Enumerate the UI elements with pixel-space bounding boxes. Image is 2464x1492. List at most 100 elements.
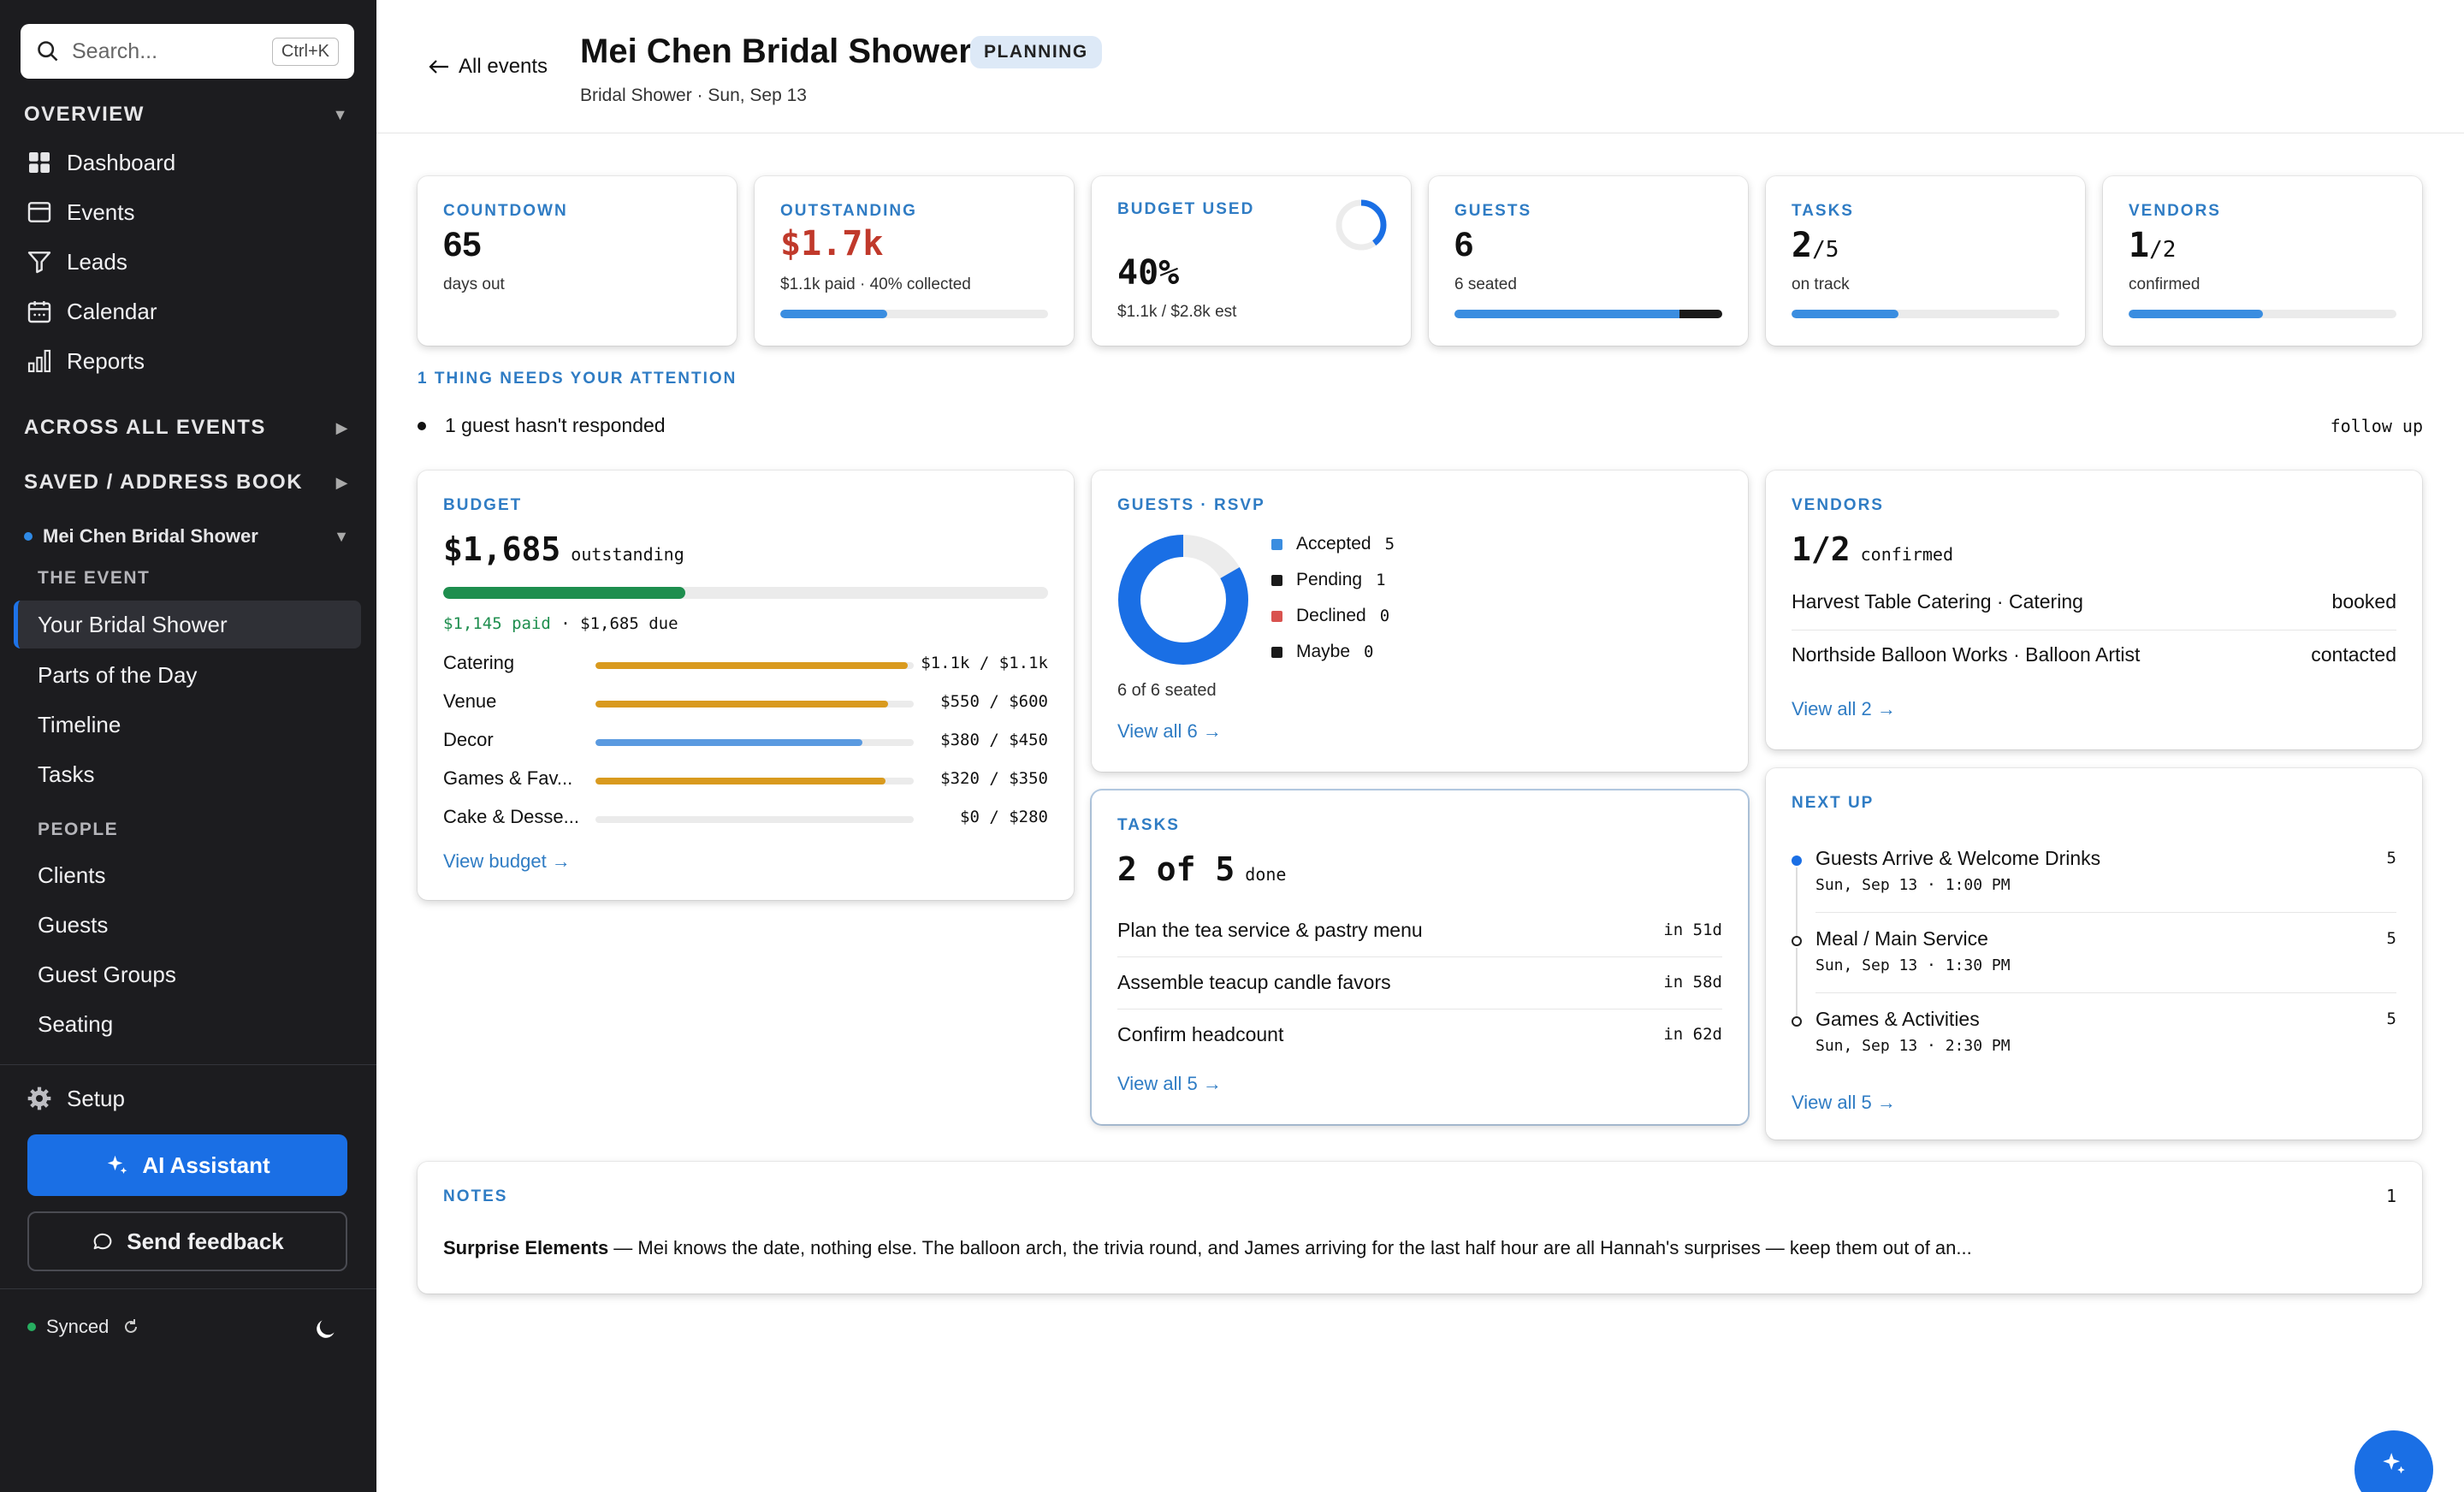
sidebar-item-your-bridal-shower[interactable]: Your Bridal Shower xyxy=(14,601,361,648)
stat-label: BUDGET USED xyxy=(1117,200,1255,218)
vendors-summary: 1/2 confirmed xyxy=(1792,530,1953,568)
vendors-summary-suffix: confirmed xyxy=(1860,544,1954,565)
view-all-tasks-link[interactable]: View all 5 → xyxy=(1117,1073,1222,1094)
sidebar-item-reports[interactable]: Reports xyxy=(26,347,145,375)
vendor-status: booked xyxy=(2331,590,2396,613)
sidebar-item-dashboard[interactable]: Dashboard xyxy=(26,149,175,176)
sidebar-item-label: Setup xyxy=(67,1085,125,1111)
moon-icon[interactable] xyxy=(311,1316,339,1343)
stat-sub: 6 seated xyxy=(1454,275,1517,293)
sidebar-item-guest-groups[interactable]: Guest Groups xyxy=(38,962,176,988)
page-header: All events Mei Chen Bridal Shower PLANNI… xyxy=(376,0,2464,133)
view-all-vendors-link[interactable]: View all 2 → xyxy=(1792,698,1896,719)
section-saved-address-book[interactable]: SAVED / ADDRESS BOOK ▶ xyxy=(24,471,349,494)
sidebar-item-clients[interactable]: Clients xyxy=(38,862,105,889)
sidebar-item-tasks[interactable]: Tasks xyxy=(38,761,94,788)
sidebar-item-label: Calendar xyxy=(67,298,157,324)
send-feedback-button[interactable]: Send feedback xyxy=(27,1211,347,1271)
schedule-item-time: Sun, Sep 13 · 1:30 PM xyxy=(1815,956,2011,974)
tasks-summary-suffix: done xyxy=(1245,864,1287,885)
bullet-icon xyxy=(418,421,426,430)
budget-item-value: $320 / $350 xyxy=(940,769,1048,788)
stat-card-guests[interactable]: GUESTS 6 6 seated xyxy=(1429,176,1748,346)
view-all-next-up-link[interactable]: View all 5 → xyxy=(1792,1092,1896,1113)
ai-assistant-button[interactable]: AI Assistant xyxy=(27,1134,347,1196)
search-input[interactable]: Search... Ctrl+K xyxy=(21,24,354,79)
ai-fab-button[interactable] xyxy=(2354,1430,2433,1492)
status-badge: PLANNING xyxy=(970,36,1102,68)
chat-bubble-icon xyxy=(93,1233,112,1250)
vendor-name[interactable]: Northside Balloon Works · Balloon Artist xyxy=(1792,643,2141,666)
sidebar-item-calendar[interactable]: Calendar xyxy=(26,298,157,325)
stat-value: 1/2 xyxy=(2129,226,2176,265)
guests-heading: GUESTS · RSVP xyxy=(1117,496,1265,514)
sync-status-label: Synced xyxy=(46,1316,110,1337)
sidebar-item-guests[interactable]: Guests xyxy=(38,912,108,938)
budget-item-value: $1.1k / $1.1k xyxy=(921,654,1048,672)
note-item[interactable]: Surprise Elements — Mei knows the date, … xyxy=(443,1237,2396,1259)
task-name[interactable]: Plan the tea service & pastry menu xyxy=(1117,919,1423,941)
sidebar-item-seating[interactable]: Seating xyxy=(38,1011,113,1038)
budget-item-fill xyxy=(595,778,886,784)
view-all-guests-link[interactable]: View all 6 → xyxy=(1117,720,1222,742)
sparkle-icon xyxy=(108,1155,127,1174)
schedule-item-time: Sun, Sep 13 · 2:30 PM xyxy=(1815,1037,2011,1055)
stat-value: 2/5 xyxy=(1792,226,1839,265)
chevron-down-icon: ▼ xyxy=(334,527,349,545)
sidebar-item-label: Timeline xyxy=(38,712,121,737)
budget-item-bar xyxy=(595,701,914,708)
progress-fill xyxy=(2129,310,2263,318)
current-event-header[interactable]: Mei Chen Bridal Shower ▼ xyxy=(24,525,349,548)
budget-amount: $1,685 xyxy=(443,530,561,568)
task-name[interactable]: Confirm headcount xyxy=(1117,1023,1284,1045)
budget-item-name: Cake & Desse... xyxy=(443,806,579,827)
sidebar-divider xyxy=(0,1288,376,1289)
note-title: Surprise Elements xyxy=(443,1237,609,1258)
stat-card-outstanding[interactable]: OUTSTANDING $1.7k $1.1k paid · 40% colle… xyxy=(755,176,1074,346)
sidebar-item-events[interactable]: Events xyxy=(26,198,135,226)
refresh-icon[interactable] xyxy=(121,1317,141,1337)
schedule-item-name[interactable]: Guests Arrive & Welcome Drinks xyxy=(1815,847,2101,869)
stat-card-tasks[interactable]: TASKS 2/5 on track xyxy=(1766,176,2085,346)
schedule-item-name[interactable]: Meal / Main Service xyxy=(1815,927,1988,950)
schedule-item-count: 5 xyxy=(2386,849,2396,867)
stat-value: 65 xyxy=(443,226,482,263)
budget-item-value: $550 / $600 xyxy=(940,692,1048,711)
timeline-dot xyxy=(1792,1016,1802,1027)
stat-value-main: 1 xyxy=(2129,226,2150,265)
task-name[interactable]: Assemble teacup candle favors xyxy=(1117,971,1391,993)
stat-card-budget-used[interactable]: BUDGET USED 40% $1.1k / $2.8k est xyxy=(1092,176,1411,346)
budget-item-name: Games & Fav... xyxy=(443,767,573,789)
schedule-item-name[interactable]: Games & Activities xyxy=(1815,1008,1980,1030)
budget-heading: BUDGET xyxy=(443,496,523,514)
sidebar-item-label: Seating xyxy=(38,1011,114,1037)
task-due: in 51d xyxy=(1663,921,1722,939)
section-across-all-events[interactable]: ACROSS ALL EVENTS ▶ xyxy=(24,416,349,440)
budget-item-name: Decor xyxy=(443,729,494,750)
chevron-right-icon: ▶ xyxy=(335,418,349,436)
sidebar-item-setup[interactable]: Setup xyxy=(26,1085,125,1112)
stat-card-countdown[interactable]: COUNTDOWN 65 days out xyxy=(418,176,737,346)
rsvp-legend-item: Maybe 0 xyxy=(1271,642,1373,662)
progress-bar xyxy=(2129,310,2396,318)
follow-up-link[interactable]: follow up xyxy=(2330,416,2423,436)
section-overview[interactable]: OVERVIEW ▼ xyxy=(24,103,349,127)
stat-card-vendors[interactable]: VENDORS 1/2 confirmed xyxy=(2103,176,2422,346)
sidebar-item-parts-of-the-day[interactable]: Parts of the Day xyxy=(38,662,197,689)
view-budget-link[interactable]: View budget → xyxy=(443,850,571,872)
sidebar-item-leads[interactable]: Leads xyxy=(26,248,127,275)
legend-count: 0 xyxy=(1364,642,1374,661)
budget-item-fill xyxy=(595,662,908,669)
sidebar-divider xyxy=(0,1064,376,1065)
funnel-icon xyxy=(27,252,51,274)
section-saved-label: SAVED / ADDRESS BOOK xyxy=(24,471,304,494)
progress-bar xyxy=(780,310,1048,318)
sidebar-item-timeline[interactable]: Timeline xyxy=(38,712,121,738)
budget-item-bar xyxy=(595,662,914,669)
back-link[interactable]: All events xyxy=(426,55,548,79)
vendor-name[interactable]: Harvest Table Catering · Catering xyxy=(1792,590,2083,613)
budget-card: BUDGET $1,685 outstanding $1,145 paid · … xyxy=(418,471,1074,900)
progress-fill xyxy=(780,310,888,318)
next-up-card: NEXT UP View all 5 → Guests Arrive & Wel… xyxy=(1766,768,2422,1140)
schedule-item-count: 5 xyxy=(2386,929,2396,948)
